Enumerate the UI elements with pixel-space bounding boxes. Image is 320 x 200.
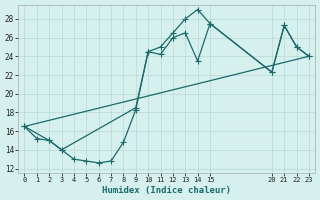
X-axis label: Humidex (Indice chaleur): Humidex (Indice chaleur): [102, 186, 231, 195]
